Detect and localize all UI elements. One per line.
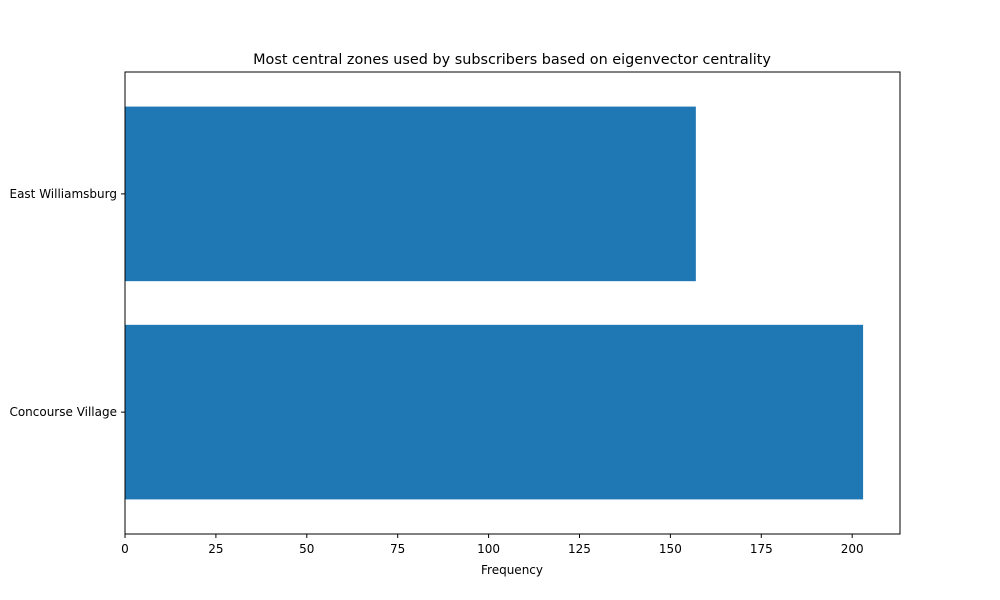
x-tick-label: 150 <box>659 542 682 556</box>
x-tick-label: 200 <box>841 542 864 556</box>
x-axis-ticks: 0 25 50 75 100 125 150 175 200 <box>121 534 864 556</box>
x-tick-label: 0 <box>121 542 129 556</box>
y-axis-ticks: Concourse Village East Williamsburg <box>9 187 125 419</box>
y-tick-label: East Williamsburg <box>9 187 117 201</box>
y-tick-label: Concourse Village <box>9 405 117 419</box>
plot-frame <box>124 71 901 535</box>
chart-title: Most central zones used by subscribers b… <box>253 52 771 68</box>
x-axis-label: Frequency <box>481 563 543 577</box>
bar-east-williamsburg <box>125 106 696 282</box>
x-tick-label: 175 <box>750 542 773 556</box>
x-tick-label: 125 <box>568 542 591 556</box>
bars-group <box>125 106 864 500</box>
bar-concourse-village <box>125 324 864 500</box>
x-tick-label: 50 <box>299 542 314 556</box>
x-tick-label: 75 <box>390 542 405 556</box>
x-tick-label: 25 <box>208 542 223 556</box>
x-tick-label: 100 <box>477 542 500 556</box>
